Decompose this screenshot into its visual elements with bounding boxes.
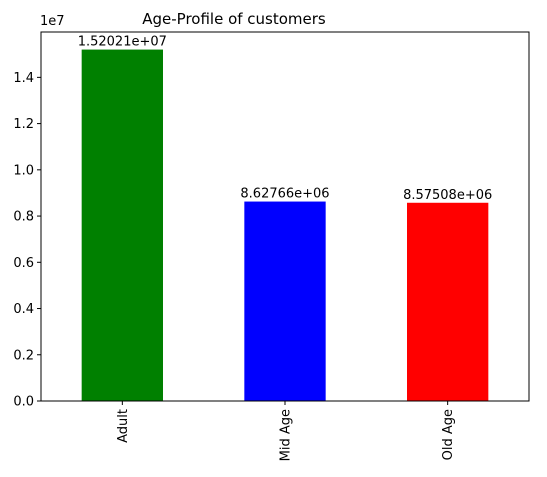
x-tick-label: Mid Age bbox=[279, 409, 294, 461]
x-tick-label: Old Age bbox=[441, 409, 456, 460]
bars bbox=[81, 49, 489, 401]
bar-value-label: 1.52021e+07 bbox=[78, 35, 167, 50]
y-tick-label: 0.6 bbox=[13, 256, 34, 271]
bar-adult bbox=[81, 49, 163, 401]
value-labels: 1.52021e+07 8.62766e+06 8.57508e+06 bbox=[78, 35, 493, 203]
y-tick-label: 1.0 bbox=[13, 163, 34, 178]
bar-value-label: 8.62766e+06 bbox=[240, 187, 329, 202]
bar-old-age bbox=[407, 202, 489, 401]
chart-title: Age-Profile of customers bbox=[142, 10, 326, 28]
y-axis: 0.0 0.2 0.4 0.6 0.8 1.0 1.2 1.4 bbox=[13, 71, 41, 410]
bar-mid-age bbox=[244, 201, 326, 401]
plot-frame bbox=[40, 31, 530, 402]
x-tick-label: Adult bbox=[116, 409, 131, 443]
y-tick-label: 0.2 bbox=[13, 348, 34, 363]
y-tick-label: 0.8 bbox=[13, 210, 34, 225]
y-tick-label: 1.2 bbox=[13, 117, 34, 132]
y-tick-label: 0.4 bbox=[13, 302, 34, 317]
y-tick-label: 0.0 bbox=[13, 395, 34, 410]
bar-value-label: 8.57508e+06 bbox=[403, 188, 492, 203]
x-axis: Adult Mid Age Old Age bbox=[116, 401, 456, 461]
y-tick-label: 1.4 bbox=[13, 71, 34, 86]
y-axis-offset-text: 1e7 bbox=[40, 14, 65, 29]
